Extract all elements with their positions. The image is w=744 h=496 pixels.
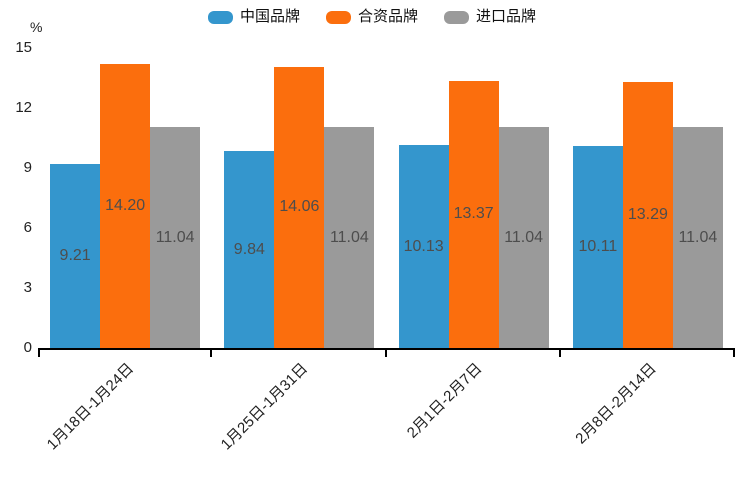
legend-item-3[interactable]: 进口品牌	[444, 9, 536, 25]
bar-s3-c1[interactable]	[150, 127, 201, 348]
bar-value-label: 9.84	[233, 240, 265, 258]
y-axis-unit-label: %	[30, 19, 43, 35]
bar-s1-c1[interactable]	[50, 163, 101, 348]
y-axis-tick-label: 3	[23, 279, 32, 296]
bar-s3-c3[interactable]	[498, 127, 549, 348]
legend: 中国品牌 合资品牌 进口品牌	[0, 8, 744, 26]
bar-value-label: 11.04	[504, 228, 544, 246]
bar-value-label: 13.37	[453, 205, 494, 223]
legend-swatch-icon	[207, 10, 233, 24]
x-axis-tick	[38, 350, 40, 357]
x-axis-tick	[210, 350, 213, 357]
legend-item-2[interactable]: 合资品牌	[325, 8, 418, 25]
bar-s1-c3[interactable]	[398, 145, 449, 348]
legend-swatch-icon	[325, 10, 351, 24]
y-axis-tick-label: 6	[23, 219, 32, 236]
x-axis-labels: 1月18日-1月24日 1月25日-1月31日 2月1日-2月7日 2月8日-2月14…	[43, 360, 660, 454]
y-axis-tick-labels: 0 3 6 9 12 15	[0, 0, 32, 496]
bar-value-label: 13.29	[627, 206, 668, 224]
bar-value-label: 11.04	[329, 228, 369, 246]
y-axis-tick-label: 12	[15, 99, 32, 116]
x-axis-tick	[558, 350, 561, 357]
bar-s2-c1[interactable]	[100, 64, 151, 348]
y-axis-tick-label: 15	[15, 39, 32, 56]
legend-label: 进口品牌	[476, 8, 537, 25]
legend-label: 合资品牌	[357, 8, 418, 25]
bar-s1-c2[interactable]	[224, 151, 275, 348]
legend-label: 中国品牌	[239, 8, 300, 25]
legend-item-1[interactable]: 中国品牌	[207, 8, 300, 25]
x-axis-tick	[384, 350, 387, 357]
bar-value-label: 10.13	[403, 237, 444, 255]
legend-swatch-icon	[444, 10, 469, 24]
bar-s3-c4[interactable]	[672, 127, 723, 348]
bar-value-label: 11.04	[155, 228, 195, 246]
bar-s2-c2[interactable]	[274, 66, 325, 348]
x-axis-tick	[733, 350, 735, 357]
x-axis-line	[38, 348, 735, 350]
plot-area: 9.21 9.84 10.13 10.11 14.20 14.06 13.37 13.29 11…	[38, 48, 735, 357]
bar-s2-c3[interactable]	[448, 80, 499, 348]
bar-value-label: 11.04	[678, 228, 718, 246]
bar-s3-c2[interactable]	[324, 127, 375, 348]
bar-s2-c4[interactable]	[622, 82, 673, 348]
bar-value-label: 14.06	[279, 198, 320, 216]
y-axis-tick-label: 9	[23, 159, 32, 176]
bar-s1-c4[interactable]	[572, 145, 623, 348]
bar-value-label: 9.21	[59, 246, 91, 264]
y-axis-tick-label: 0	[23, 339, 32, 356]
bar-value-label: 14.20	[105, 197, 146, 214]
bar-value-label: 10.11	[578, 237, 618, 255]
